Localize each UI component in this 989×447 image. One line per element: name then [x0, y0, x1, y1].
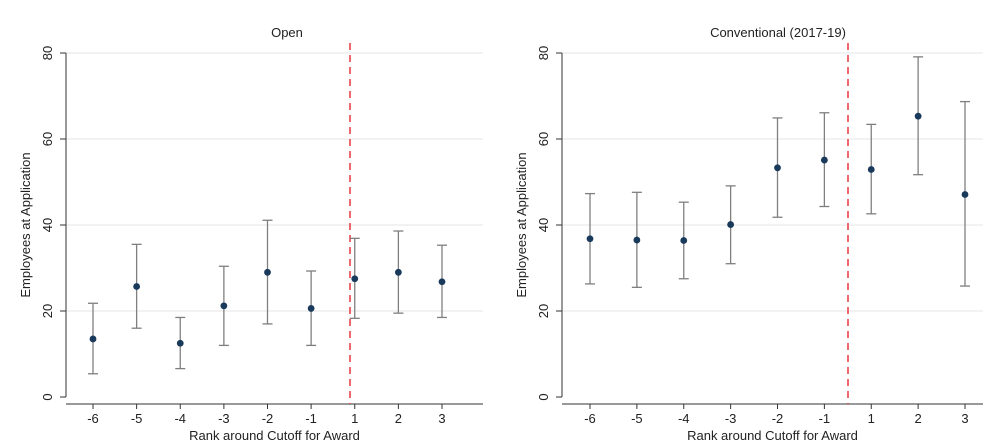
x-tick-label: -6 [87, 411, 99, 426]
x-tick-label: 2 [915, 411, 922, 426]
x-tick-label: -1 [819, 411, 831, 426]
data-point [961, 191, 969, 198]
data-point [680, 237, 688, 244]
x-tick-label: -4 [678, 411, 690, 426]
data-point [727, 221, 735, 228]
chart-panel-1: 0 20 40 60 80 -6 -5 -4 -3 -2 -1 1 2 3 Open Rank around … [18, 25, 483, 443]
data-point [774, 164, 781, 172]
x-tick-label: -4 [174, 411, 186, 426]
y-tick-label: 20 [536, 304, 551, 318]
y-tick-label: 60 [536, 132, 551, 146]
x-tick-label: 1 [868, 411, 875, 426]
data-point [176, 339, 184, 347]
x-tick-label: -5 [131, 411, 143, 426]
chart-title: Conventional (2017-19) [710, 25, 846, 40]
data-point [264, 268, 271, 276]
data-point [586, 235, 594, 243]
x-tick-label: 3 [438, 411, 445, 426]
data-point [438, 278, 446, 286]
x-tick-label: 2 [395, 411, 402, 426]
data-point [307, 305, 315, 312]
y-tick-label: 40 [40, 218, 55, 232]
y-tick-label: 20 [40, 304, 55, 318]
data-point [633, 236, 641, 244]
x-tick-label: -2 [262, 411, 274, 426]
x-tick-label: -3 [218, 411, 230, 426]
y-tick-label: 0 [40, 393, 55, 400]
y-tick-label: 0 [536, 393, 551, 400]
chart-panel-2: 0 20 40 60 80 -6 -5 -4 -3 -2 -1 1 2 3 Conventional (20… [514, 25, 983, 443]
data-point [351, 275, 359, 283]
x-axis-title: Rank around Cutoff for Award [687, 428, 858, 443]
x-tick-label: 3 [961, 411, 968, 426]
y-tick-label: 80 [40, 46, 55, 60]
y-axis-title: Employees at Application [514, 152, 529, 297]
data-point [867, 166, 875, 173]
data-point [220, 302, 228, 310]
chart-title: Open [271, 25, 303, 40]
y-tick-label: 60 [40, 132, 55, 146]
x-tick-label: 1 [351, 411, 358, 426]
x-tick-label: -2 [772, 411, 784, 426]
data-point [133, 283, 141, 290]
x-tick-label: -5 [631, 411, 643, 426]
data-point [914, 112, 922, 120]
x-axis-title: Rank around Cutoff for Award [189, 428, 360, 443]
y-tick-label: 80 [536, 46, 551, 60]
data-point [394, 268, 402, 276]
x-tick-label: -1 [305, 411, 317, 426]
y-tick-label: 40 [536, 218, 551, 232]
data-point [89, 335, 97, 343]
x-tick-label: -6 [584, 411, 596, 426]
data-point [820, 156, 828, 164]
y-axis-title: Employees at Application [18, 152, 33, 297]
x-tick-label: -3 [725, 411, 737, 426]
